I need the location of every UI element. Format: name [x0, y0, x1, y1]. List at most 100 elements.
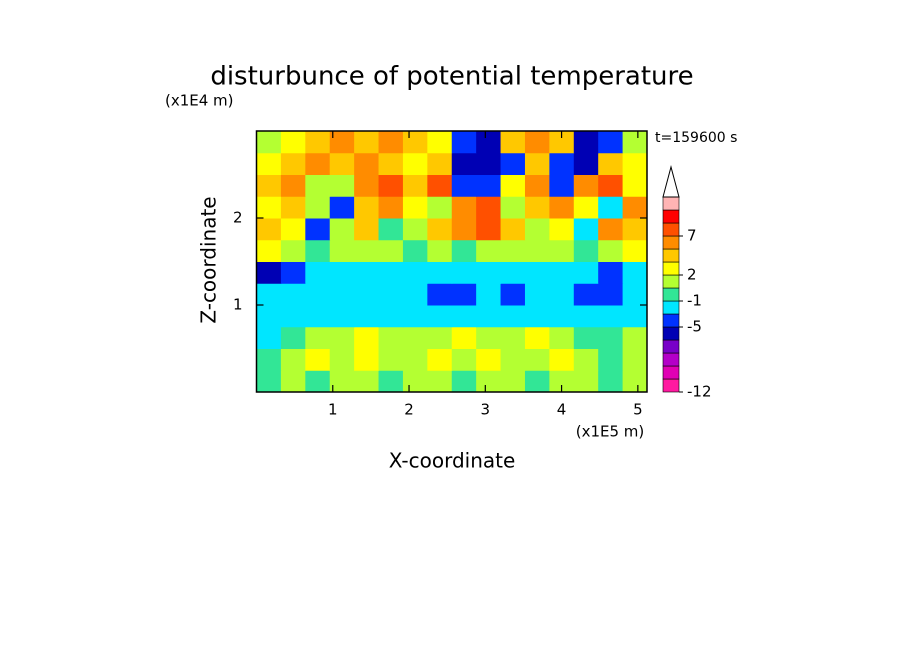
contour-cell [451, 326, 477, 349]
contour-cell [500, 305, 526, 328]
contour-cell [427, 261, 453, 284]
contour-cell [451, 305, 477, 328]
contour-cell [524, 218, 550, 241]
contour-cell [280, 348, 306, 371]
contour-cell [549, 196, 575, 219]
contour-cell [354, 326, 380, 349]
contour-cell [476, 131, 502, 154]
contour-cell [500, 239, 526, 262]
contour-cell [598, 174, 624, 197]
contour-cell [329, 218, 355, 241]
contour-cell [256, 218, 282, 241]
contour-cell [500, 218, 526, 241]
colorbar-box [662, 300, 680, 315]
contour-cell [329, 305, 355, 328]
contour-cell [524, 131, 550, 154]
contour-cell [427, 305, 453, 328]
colorbar-tick-label: -5 [687, 318, 702, 336]
contour-cell [256, 283, 282, 306]
y-tick-label: 2 [233, 209, 243, 227]
contour-cell [500, 348, 526, 371]
contour-cell [549, 261, 575, 284]
contour-cell [622, 305, 648, 328]
contour-cell [329, 370, 355, 393]
colorbar-box [662, 222, 680, 237]
contour-cell [573, 283, 599, 306]
contour-cell [280, 326, 306, 349]
contour-cell [280, 283, 306, 306]
contour-cell [329, 174, 355, 197]
colorbar-box [662, 248, 680, 263]
contour-cell [549, 305, 575, 328]
contour-cell [524, 348, 550, 371]
contour-cell [427, 326, 453, 349]
contour-cell [305, 305, 331, 328]
contour-cell [280, 174, 306, 197]
contour-cell [622, 261, 648, 284]
x-unit: (x1E5 m) [576, 423, 645, 441]
contour-cell [402, 305, 428, 328]
contour-cell [280, 196, 306, 219]
x-axis-label: X-coordinate [389, 449, 516, 473]
contour-cell [476, 370, 502, 393]
contour-cell [476, 305, 502, 328]
contour-cell [329, 131, 355, 154]
contour-cell [402, 261, 428, 284]
chart-title: disturbunce of potential temperature [210, 62, 693, 92]
contour-cell [500, 196, 526, 219]
contour-cell [476, 348, 502, 371]
colorbar-box [662, 365, 680, 380]
contour-cell [427, 174, 453, 197]
contour-cell [354, 239, 380, 262]
contour-cell [573, 218, 599, 241]
contour-cell [378, 152, 404, 175]
contour-cell [402, 239, 428, 262]
contour-cell [280, 218, 306, 241]
contour-cell [256, 239, 282, 262]
colorbar-tick-label: -1 [687, 292, 702, 310]
contour-cell [354, 131, 380, 154]
contour-cell [378, 131, 404, 154]
contour-cell [354, 196, 380, 219]
contour-cell [451, 370, 477, 393]
contour-cell [402, 283, 428, 306]
contour-cell [256, 152, 282, 175]
x-tick-label: 5 [633, 401, 643, 419]
contour-cell [427, 152, 453, 175]
contour-cell [476, 152, 502, 175]
contour-cell [354, 348, 380, 371]
contour-cell [549, 174, 575, 197]
contour-cell [524, 283, 550, 306]
contour-cell [402, 174, 428, 197]
contour-cell [329, 283, 355, 306]
contour-cell [598, 218, 624, 241]
contour-cell [354, 218, 380, 241]
contour-cell [305, 174, 331, 197]
contour-cell [476, 239, 502, 262]
contour-cell [622, 196, 648, 219]
contour-cell [427, 370, 453, 393]
contour-cell [427, 239, 453, 262]
colorbar-box [662, 313, 680, 328]
contour-field [256, 131, 648, 393]
contour-cell [280, 370, 306, 393]
contour-cell [280, 261, 306, 284]
contour-cell [622, 348, 648, 371]
contour-cell [305, 152, 331, 175]
contour-cell [598, 283, 624, 306]
contour-cell [305, 326, 331, 349]
contour-cell [549, 370, 575, 393]
contour-cell [500, 283, 526, 306]
contour-cell [451, 239, 477, 262]
contour-cell [500, 261, 526, 284]
contour-cell [402, 348, 428, 371]
contour-cell [573, 348, 599, 371]
contour-cell [573, 239, 599, 262]
contour-cell [524, 370, 550, 393]
contour-cell [451, 131, 477, 154]
contour-cell [427, 131, 453, 154]
y-unit: (x1E4 m) [165, 92, 234, 110]
contour-cell [524, 174, 550, 197]
contour-cell [598, 305, 624, 328]
